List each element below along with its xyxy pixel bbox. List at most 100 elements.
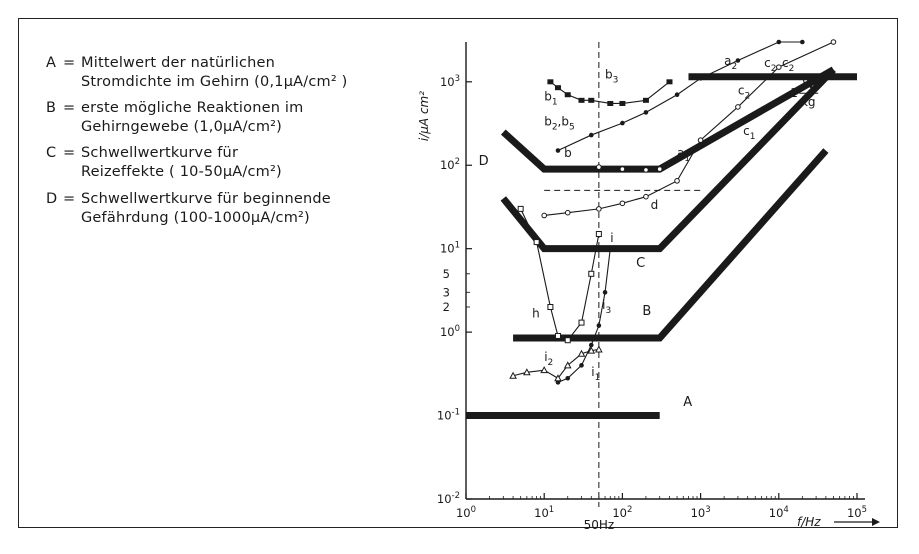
series-point: [735, 58, 741, 63]
y-minor-tick-label: 3: [443, 285, 450, 299]
series-point: [607, 246, 613, 251]
unit-label-prefix: 1: [790, 86, 798, 100]
legend-text-b-line2: Gehirngewebe (1,0μA/cm²): [81, 119, 283, 135]
series-point: [533, 239, 540, 246]
series-point: [619, 100, 626, 106]
threshold-b: [513, 148, 829, 342]
legend-item-a: A = Mittelwert der natürlichen Stromdichte…: [46, 54, 348, 92]
x-tick-label: 104: [769, 505, 789, 520]
annotation-label: i: [610, 231, 613, 245]
vline-label: 50Hz: [584, 518, 615, 532]
annotation-label: c2: [782, 56, 794, 74]
series-point: [509, 371, 517, 379]
series-point: [620, 120, 625, 126]
series-point: [523, 368, 531, 376]
legend-text-b-line1: erste mögliche Reaktionen im: [81, 100, 304, 116]
series-point: [564, 337, 571, 344]
threshold-c: [500, 67, 836, 253]
series-point: [547, 304, 554, 311]
series-point: [602, 290, 608, 295]
series-point: [555, 148, 561, 153]
series-point: [587, 346, 596, 354]
series-point: [565, 375, 571, 381]
y-minor-tick-label: 5: [443, 267, 450, 281]
legend-key-b: B: [46, 100, 57, 116]
series-point: [588, 342, 594, 348]
annotation-label: a1: [677, 146, 690, 164]
legend-item-c: C = Schwellwertkurve für Reizeffekte ( 10-…: [46, 144, 282, 182]
x-axis-arrow-head: [872, 518, 880, 526]
legend-equals: =: [63, 100, 76, 116]
unit-label-denominator: kg: [801, 95, 816, 109]
legend-item-b: B = erste mögliche Reaktionen im Gehirngew…: [46, 99, 303, 137]
y-minor-tick-label: 2: [443, 300, 450, 314]
series-line: [598, 166, 660, 171]
annotation-label: i2: [544, 350, 553, 368]
series-point: [607, 100, 614, 106]
annotation-label: b2,b5: [544, 114, 575, 132]
annotation-label: b: [564, 146, 572, 160]
series-point: [656, 166, 663, 172]
series-point: [596, 164, 602, 170]
figure-frame: [18, 18, 898, 528]
series-point: [776, 64, 782, 70]
series-point: [830, 39, 837, 45]
annotation-label: b1: [544, 89, 557, 107]
annotation-label: a2: [724, 54, 737, 72]
series-line: [557, 248, 611, 383]
series-line: [544, 41, 834, 217]
series-point: [564, 209, 571, 216]
annotation-label: h: [532, 306, 540, 320]
series-point: [563, 361, 572, 369]
series-point: [540, 366, 549, 374]
series-point: [579, 363, 584, 368]
x-tick-label: 103: [691, 505, 711, 520]
annotation-label: c1: [743, 124, 755, 142]
series-point: [541, 212, 548, 219]
series-point: [554, 332, 561, 339]
legend-key-d: D: [46, 191, 58, 207]
annotation-label: c2: [764, 56, 776, 74]
annotation-label: c2: [738, 84, 750, 102]
series-point: [666, 79, 673, 85]
y-tick-label: 10-2: [437, 491, 460, 506]
series-point: [517, 205, 524, 212]
series-point: [578, 97, 585, 103]
series-point: [619, 200, 626, 207]
legend-item-d: D = Schwellwertkurve für beginnende Gefähr…: [46, 190, 331, 228]
series-point: [697, 137, 704, 143]
annotation-label: b3: [605, 67, 618, 85]
legend-text-a-line1: Mittelwert der natürlichen: [81, 55, 276, 71]
series-point: [554, 374, 562, 382]
legend-text-a-line2: Stromdichte im Gehirn (0,1μA/cm² ): [81, 74, 348, 90]
series-point: [776, 39, 782, 45]
legend-text-c-line1: Schwellwertkurve für: [81, 145, 239, 161]
y-tick-label: 10-1: [437, 408, 460, 423]
legend-equals: =: [63, 191, 76, 207]
legend-equals: =: [63, 145, 76, 161]
series-point: [800, 39, 805, 45]
series-point: [596, 206, 602, 212]
series-line: [520, 208, 600, 341]
x-tick-label: 100: [456, 505, 476, 520]
series-point: [698, 76, 703, 81]
series-point: [588, 97, 595, 103]
legend-key-c: C: [46, 145, 57, 161]
annotation-label: d: [651, 198, 659, 212]
series-point: [588, 132, 594, 138]
legend-text-c-line2: Reizeffekte ( 10-50μA/cm²): [81, 164, 282, 180]
series-point: [554, 85, 561, 91]
unit-label-numerator: W: [802, 77, 814, 91]
annotation-label: i3: [602, 298, 611, 316]
series-point: [577, 349, 586, 357]
y-tick-label: 102: [440, 157, 460, 172]
series-point: [642, 97, 649, 103]
x-axis-label: f/Hz: [797, 515, 821, 529]
legend-text-d-line1: Schwellwertkurve für beginnende: [81, 191, 331, 207]
threshold-label-a: A: [683, 395, 692, 410]
series-point: [643, 193, 649, 200]
series-point: [674, 178, 680, 184]
legend-equals: =: [63, 55, 76, 71]
